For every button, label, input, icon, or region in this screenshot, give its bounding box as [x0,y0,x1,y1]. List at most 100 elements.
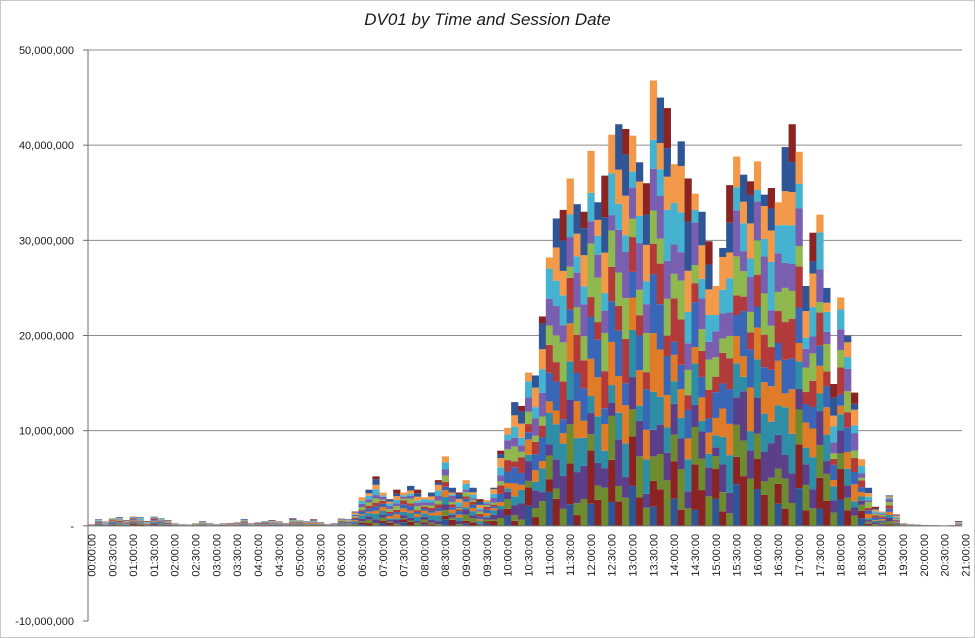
bar-segment [649,506,658,526]
bar-segment [400,498,408,501]
bar-segment [823,371,831,387]
bar-segment [379,492,387,496]
bar-segment [677,212,685,253]
bar-segment [531,441,540,455]
bar-segment [615,203,623,230]
bar-segment [677,438,685,469]
bar-segment [601,175,609,218]
bar-stack [518,405,526,526]
bar-segment [809,353,817,381]
bar-segment [462,489,470,493]
bar-segment [420,497,429,500]
bar-segment [469,504,477,508]
bar-segment [719,436,727,465]
bar-segment [393,523,401,526]
bar-segment [635,181,644,216]
bar-segment [469,492,477,495]
x-tick-label: 09:00:00 [461,534,473,577]
bar-segment [635,335,644,371]
bar-segment [774,253,782,292]
bar-segment [788,358,796,390]
bar-segment [663,480,671,526]
bar-stack [490,487,498,526]
bar-segment [677,165,685,213]
bar-segment [441,482,449,487]
bar-segment [566,463,574,505]
bar-segment [538,316,547,324]
bar-segment [635,315,644,336]
bar-segment [122,522,130,523]
bar-segment [122,524,130,526]
bar-segment [830,464,838,481]
bar-segment [781,455,789,479]
bar-segment [885,521,893,525]
bar-segment [483,503,491,506]
bar-segment [851,392,859,404]
bar-segment [490,489,498,494]
bar-segment [622,338,630,384]
bar-segment [823,331,831,345]
bar-segment [469,515,477,519]
bar-segment [705,359,713,390]
bar-segment [649,391,658,430]
bar-segment [303,521,311,523]
bar-segment [351,518,359,521]
bar-segment [129,523,137,525]
bar-segment [656,143,665,170]
bar-segment [448,495,456,502]
bar-segment [462,492,470,497]
bar-segment [115,520,123,522]
x-tick-label: 00:00:00 [86,534,98,577]
bar-segment [740,356,748,377]
bar-stack [649,80,658,526]
bar-segment [531,407,540,419]
bar-segment [691,346,699,364]
bar-segment [427,500,436,503]
bar-segment [816,411,824,446]
bar-segment [691,193,699,210]
bar-segment [753,201,762,241]
bar-segment [400,504,408,509]
bar-segment [289,521,297,523]
bar-segment [414,513,422,517]
x-tick-label: 20:00:00 [919,534,931,577]
bar-segment [788,225,796,264]
bar-segment [268,523,276,525]
bar-segment [871,508,880,510]
bar-segment [372,506,380,511]
bar-stack [857,459,866,526]
bar-segment [767,230,776,262]
bar-segment [816,312,824,346]
bar-stack [705,241,713,526]
x-tick-label: 05:00:00 [295,534,307,577]
bar-segment [684,410,692,439]
bar-segment [365,489,373,494]
bar-stack [157,518,165,526]
bar-segment [545,444,554,456]
bar-segment [684,270,692,312]
bar-segment [733,484,741,526]
bar-segment [885,514,893,518]
bar-segment [365,508,373,512]
bar-segment [781,287,789,323]
bar-segment [774,360,782,406]
bar-segment [344,520,352,522]
bar-segment [594,416,602,463]
bar-segment [837,394,845,406]
bar-segment [198,523,207,524]
bar-segment [740,311,748,357]
bar-segment [268,524,276,525]
bar-segment [746,223,755,259]
bar-segment [316,524,325,526]
bar-segment [379,507,387,512]
bar-segment [892,516,900,518]
bar-segment [809,380,817,408]
bar-segment [733,295,741,316]
bar-segment [892,517,900,519]
bar-segment [802,286,810,312]
bar-segment [559,433,567,444]
bar-stack [698,211,706,526]
bar-stack [122,520,130,526]
bar-segment [864,493,873,497]
bar-segment [358,518,366,522]
